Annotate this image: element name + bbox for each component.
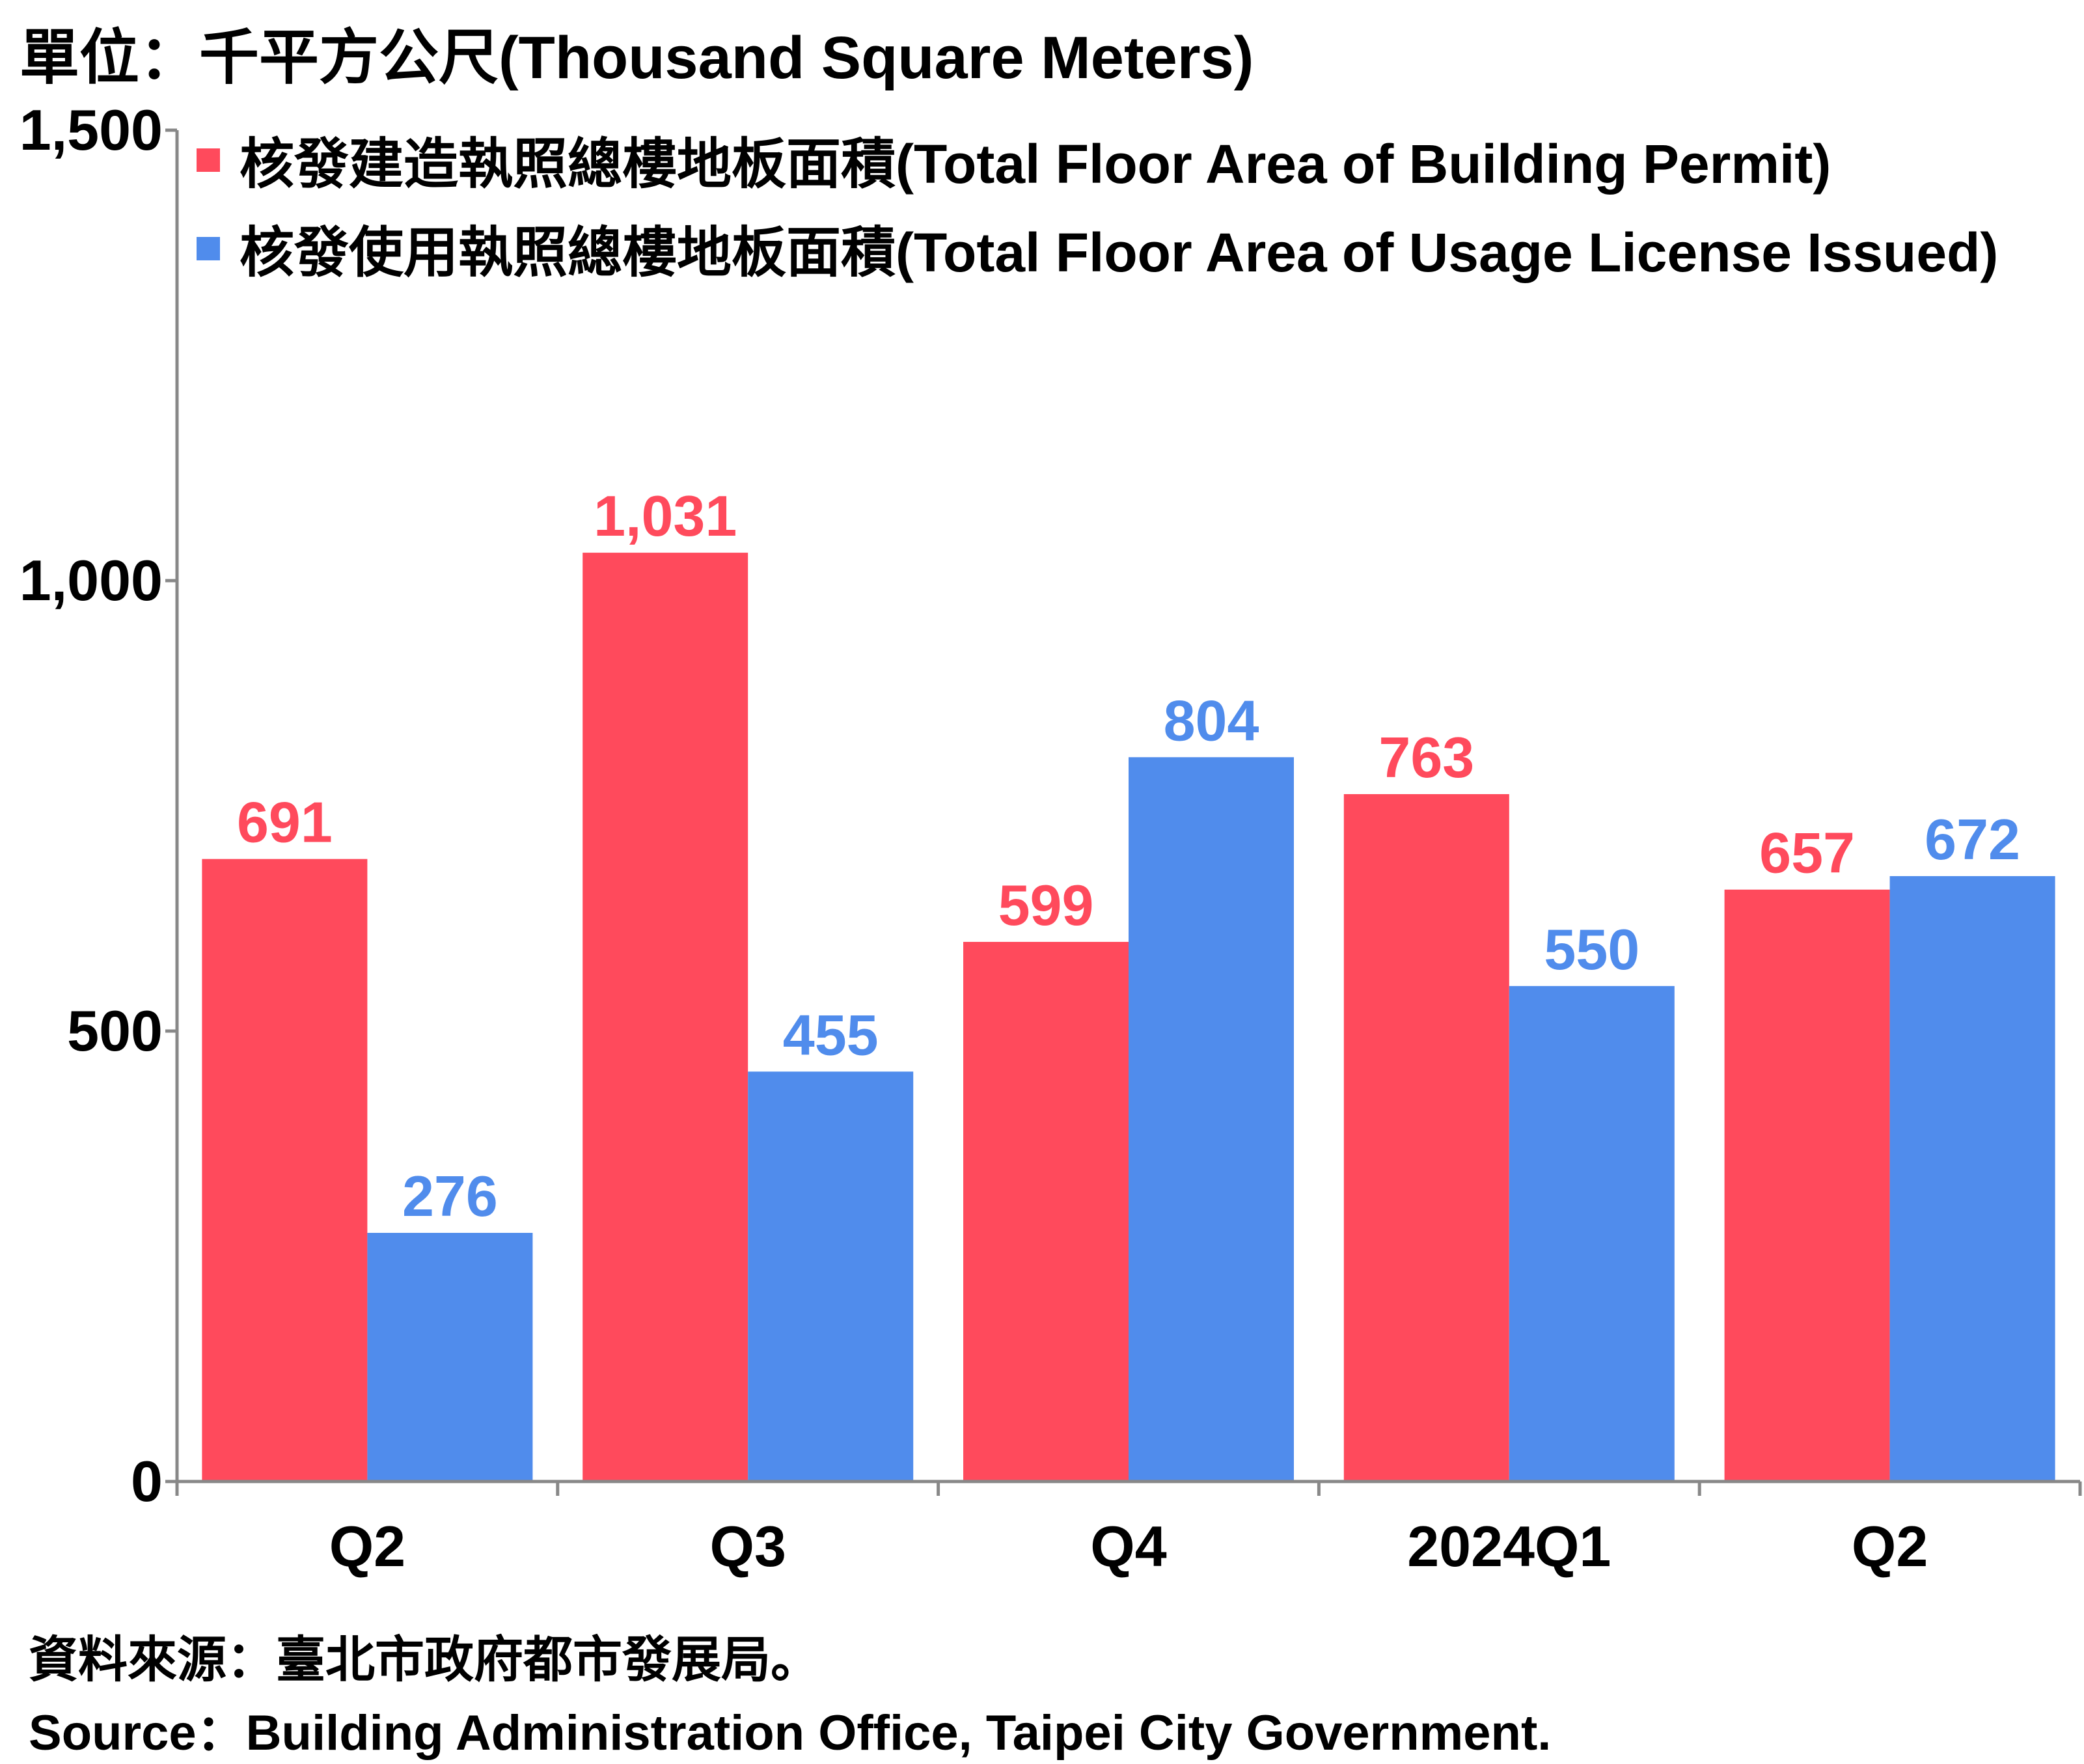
y-tick-label-3: 1,500 xyxy=(20,98,163,162)
value-label-usage-3: 550 xyxy=(1544,917,1639,982)
x-tick-label-2: Q4 xyxy=(1090,1514,1166,1578)
value-label-permit-1: 1,031 xyxy=(594,484,737,548)
bar-usage-4 xyxy=(1889,875,2055,1481)
value-label-permit-4: 657 xyxy=(1759,821,1855,885)
bar-permit-3 xyxy=(1343,794,1509,1481)
legend-label-permit: 核發建造執照總樓地板面積(Total Floor Area of Buildin… xyxy=(240,133,1831,195)
x-tick-label-0: Q2 xyxy=(329,1514,405,1578)
source-note-zh: 資料來源：臺北市政府都市發展局。 xyxy=(29,1633,820,1688)
value-label-usage-0: 276 xyxy=(402,1164,498,1228)
value-label-usage-1: 455 xyxy=(783,1002,879,1067)
x-tick-label-4: Q2 xyxy=(1852,1514,1928,1578)
value-label-permit-3: 763 xyxy=(1378,725,1474,790)
bar-permit-1 xyxy=(583,553,748,1482)
legend-label-usage: 核發使用執照總樓地板面積(Total Floor Area of Usage L… xyxy=(240,222,1998,283)
bar-permit-0 xyxy=(202,859,368,1481)
legend-swatch-usage xyxy=(197,237,220,260)
y-tick-label-2: 1,000 xyxy=(20,548,163,613)
bar-usage-2 xyxy=(1129,757,1294,1481)
x-tick-label-3: 2024Q1 xyxy=(1407,1514,1611,1578)
y-tick-label-1: 500 xyxy=(67,999,163,1063)
x-tick-label-1: Q3 xyxy=(710,1514,786,1578)
bar-usage-0 xyxy=(367,1233,533,1481)
y-tick-label-0: 0 xyxy=(131,1449,163,1513)
legend: 核發建造執照總樓地板面積(Total Floor Area of Buildin… xyxy=(197,133,1998,283)
bar-permit-4 xyxy=(1724,889,1890,1481)
value-label-permit-0: 691 xyxy=(237,790,333,855)
bar-usage-1 xyxy=(748,1071,914,1481)
value-label-usage-4: 672 xyxy=(1925,807,2020,872)
bar-usage-3 xyxy=(1509,985,1675,1481)
value-label-permit-2: 599 xyxy=(998,873,1094,937)
bar-permit-2 xyxy=(963,941,1129,1481)
bars-layer xyxy=(202,553,2055,1482)
unit-label: 單位：千平方公尺(Thousand Square Meters) xyxy=(20,25,1254,91)
value-label-usage-2: 804 xyxy=(1164,688,1259,752)
axes-layer: Q2 Q3 Q4 2024Q1 Q2 0 500 1,000 1,500 xyxy=(20,98,2082,1578)
value-labels-layer: 691 276 1,031 455 599 804 763 550 657 672 xyxy=(237,484,2020,1228)
source-note-en: Source：Building Administration Office, T… xyxy=(29,1705,1552,1761)
legend-swatch-permit xyxy=(197,148,220,172)
